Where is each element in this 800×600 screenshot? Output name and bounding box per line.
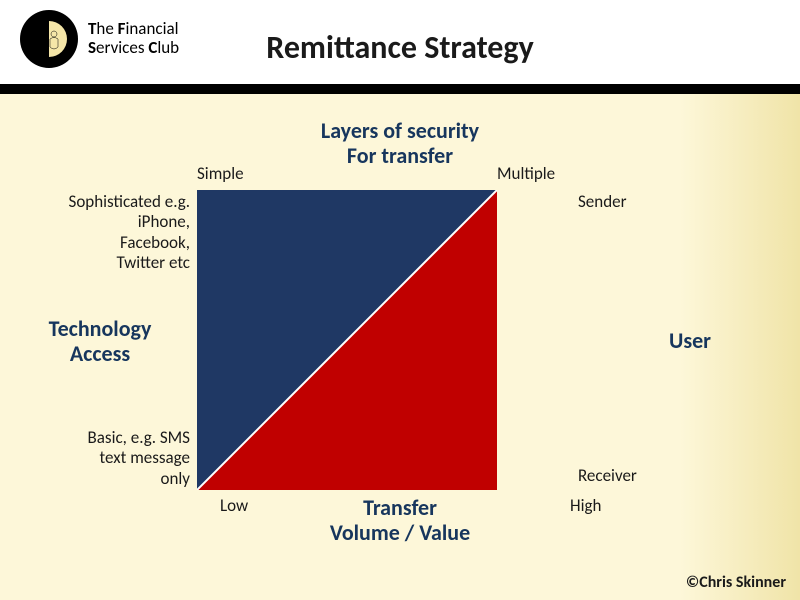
axis-title-text: Volume / Value xyxy=(330,519,470,546)
axis-title-text: Layers of security xyxy=(321,117,479,144)
tick-left-bottom: Basic, e.g. SMS text message only xyxy=(68,428,190,489)
strategy-square xyxy=(197,190,497,490)
divider-bar xyxy=(0,84,800,94)
axis-title-top: Layers of security For transfer xyxy=(0,118,800,169)
axis-title-text: Technology xyxy=(49,315,152,342)
axis-title-text: For transfer xyxy=(347,142,453,169)
tick-top-end: Multiple xyxy=(497,164,617,184)
tick-right-bottom: Receiver xyxy=(578,466,637,486)
tick-top-start: Simple xyxy=(197,164,244,184)
page-title: Remittance Strategy xyxy=(0,28,800,67)
square-svg xyxy=(197,190,497,490)
tick-left-top: Sophisticated e.g. iPhone, Facebook, Twi… xyxy=(68,192,190,274)
axis-title-text: Access xyxy=(70,340,130,367)
axis-title-right: User xyxy=(610,328,770,353)
axis-title-left: Technology Access xyxy=(20,316,180,367)
axis-title-text: Transfer xyxy=(363,494,437,521)
axis-title-bottom: Transfer Volume / Value xyxy=(0,495,800,546)
copyright: ©Chris Skinner xyxy=(686,573,786,592)
tick-right-top: Sender xyxy=(578,192,627,212)
